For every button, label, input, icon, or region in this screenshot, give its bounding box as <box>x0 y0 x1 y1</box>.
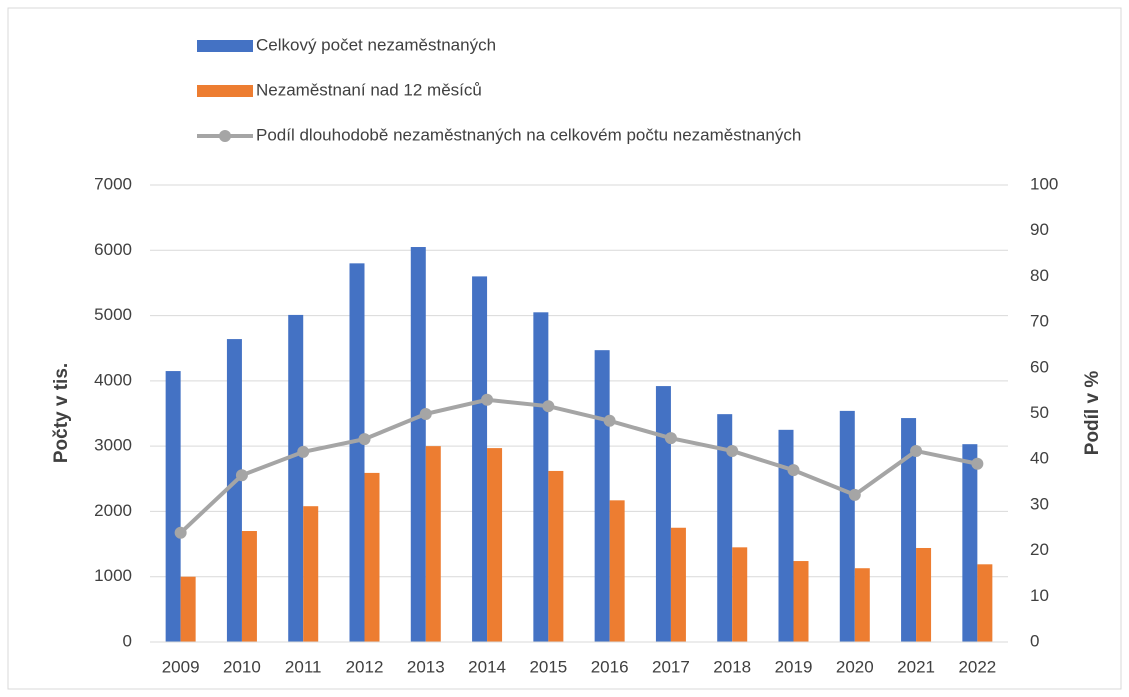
bar <box>425 446 441 642</box>
line-marker <box>358 433 371 446</box>
line-marker <box>664 432 677 445</box>
bar <box>241 531 257 642</box>
bar <box>303 506 319 642</box>
y-tick-label: 2000 <box>94 501 132 520</box>
y2-tick-label: 0 <box>1030 631 1039 650</box>
y2-axis-label: Podíl v % <box>1082 371 1103 456</box>
x-tick-label: 2022 <box>958 657 996 676</box>
x-tick-label: 2018 <box>713 657 751 676</box>
y2-tick-label: 100 <box>1030 174 1058 193</box>
bar <box>655 386 671 642</box>
bar <box>778 429 794 642</box>
line-marker <box>481 393 494 406</box>
legend-swatch <box>197 40 253 52</box>
y2-tick-label: 70 <box>1030 312 1049 331</box>
x-tick-label: 2014 <box>468 657 506 676</box>
legend-label: Nezaměstnaní nad 12 měsíců <box>256 80 482 99</box>
y2-tick-label: 80 <box>1030 266 1049 285</box>
y2-tick-label: 60 <box>1030 357 1049 376</box>
y-tick-label: 3000 <box>94 436 132 455</box>
bar <box>717 414 733 642</box>
bar <box>793 561 809 642</box>
x-tick-label: 2011 <box>285 657 322 676</box>
y-tick-label: 1000 <box>94 566 132 585</box>
y2-tick-label: 30 <box>1030 494 1049 513</box>
x-tick-label: 2019 <box>775 657 813 676</box>
x-tick-label: 2017 <box>652 657 690 676</box>
y2-tick-label: 40 <box>1030 449 1049 468</box>
y-tick-label: 4000 <box>94 370 132 389</box>
bar <box>288 314 304 642</box>
y-tick-label: 0 <box>123 631 132 650</box>
bar <box>594 350 610 642</box>
line-marker <box>910 444 923 457</box>
bar <box>533 312 549 642</box>
x-tick-label: 2015 <box>529 657 567 676</box>
y-axis-label: Počty v tis. <box>51 363 72 463</box>
bar <box>472 276 488 642</box>
line-marker <box>787 464 800 477</box>
line-marker <box>848 488 861 501</box>
bar <box>226 339 242 642</box>
x-tick-label: 2020 <box>836 657 874 676</box>
bar <box>165 371 181 642</box>
line-marker <box>174 526 187 539</box>
legend-label: Celkový počet nezaměstnaných <box>256 35 496 54</box>
line-marker <box>297 445 310 458</box>
line-marker <box>235 469 248 482</box>
x-tick-label: 2016 <box>591 657 629 676</box>
y-tick-label: 6000 <box>94 240 132 259</box>
line-marker <box>542 400 555 413</box>
legend-label: Podíl dlouhodobě nezaměstnaných na celko… <box>256 125 801 144</box>
bar <box>901 418 917 642</box>
line-marker <box>603 414 616 427</box>
x-tick-label: 2013 <box>407 657 445 676</box>
legend-swatch <box>197 85 253 97</box>
y-tick-label: 7000 <box>94 174 132 193</box>
bar <box>732 547 748 642</box>
bar <box>410 247 426 642</box>
bar <box>916 547 932 642</box>
bar <box>180 576 196 642</box>
line-marker <box>971 457 984 470</box>
y2-tick-label: 10 <box>1030 586 1049 605</box>
y2-tick-label: 20 <box>1030 540 1049 559</box>
legend-swatch <box>219 130 231 142</box>
x-tick-label: 2010 <box>223 657 261 676</box>
y2-tick-label: 90 <box>1030 220 1049 239</box>
y2-tick-label: 50 <box>1030 403 1049 422</box>
bar <box>977 564 993 642</box>
bar <box>349 263 365 642</box>
x-tick-label: 2012 <box>346 657 384 676</box>
line <box>179 397 978 535</box>
bar <box>487 448 503 642</box>
line-marker <box>726 444 739 457</box>
y-tick-label: 5000 <box>94 305 132 324</box>
chart-frame <box>7 7 1122 690</box>
x-tick-label: 2009 <box>162 657 200 676</box>
bar <box>839 410 855 642</box>
bar <box>962 444 978 642</box>
bar <box>548 470 564 642</box>
x-tick-label: 2021 <box>897 657 935 676</box>
bar <box>364 472 380 642</box>
legend: Celkový počet nezaměstnaných Nezaměstnaní… <box>197 35 801 144</box>
bar <box>670 527 686 642</box>
line-marker <box>419 407 432 420</box>
bar <box>609 500 625 642</box>
bar <box>854 568 870 642</box>
